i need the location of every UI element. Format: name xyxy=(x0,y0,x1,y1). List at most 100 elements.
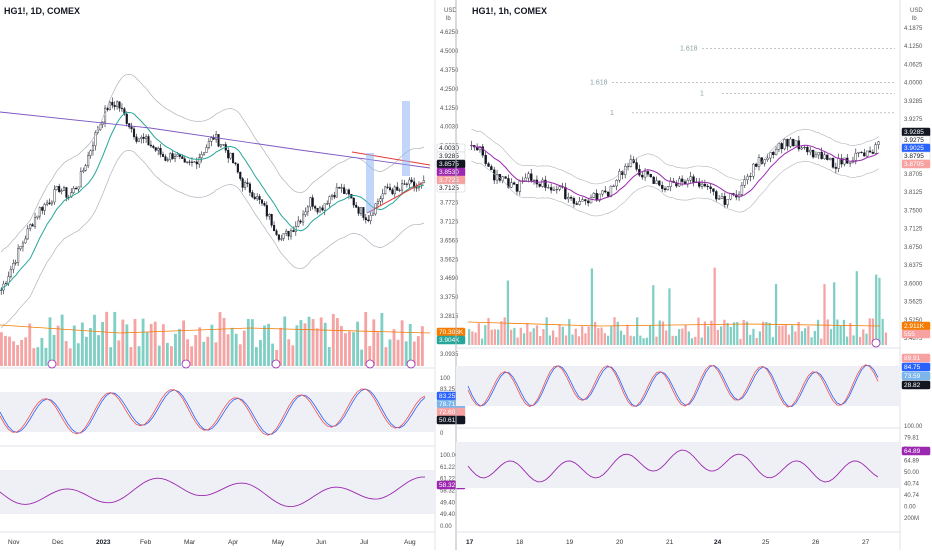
right-candle-body-74 xyxy=(680,178,684,182)
right-candle-body-6 xyxy=(487,163,490,167)
left-candle-body-53 xyxy=(128,123,131,128)
left-stoch-tag-label-0: 83.25 xyxy=(439,393,456,400)
left-candle-body-120 xyxy=(289,230,293,237)
left-candle-body-132 xyxy=(318,207,322,213)
left-candle-body-96 xyxy=(231,152,235,164)
left-candle-body-20 xyxy=(48,202,51,205)
left-candle-body-100 xyxy=(241,178,244,188)
right-volume-bar-28 xyxy=(558,324,561,345)
right-candle-body-140 xyxy=(868,150,872,153)
right-candle-body-118 xyxy=(806,146,809,153)
left-candle-body-25 xyxy=(60,190,63,192)
right-volume-bar-113 xyxy=(833,282,836,345)
right-candle-body-58 xyxy=(635,162,638,170)
right-candle-body-111 xyxy=(786,139,789,147)
right-candle-body-5 xyxy=(484,155,487,164)
right-price-tick-16: 3.5250 xyxy=(904,318,923,324)
right-volume-bar-9 xyxy=(497,329,500,345)
right-candle-body-126 xyxy=(828,157,832,160)
right-candle-body-135 xyxy=(854,152,857,161)
right-candle-body-99 xyxy=(752,163,755,177)
left-candle-body-71 xyxy=(171,153,174,159)
right-volume-bars xyxy=(467,267,888,348)
right-volume-bar-21 xyxy=(535,325,539,345)
left-candle-body-21 xyxy=(50,201,53,205)
right-price-tick-4: 3.9285 xyxy=(904,99,923,105)
left-volume-bar-27 xyxy=(109,347,113,366)
left-candle-body-139 xyxy=(335,187,338,198)
left-rsi-band xyxy=(0,470,435,514)
right-price-tick-3: 4.0000 xyxy=(904,81,923,87)
left-volume-bar-97 xyxy=(392,329,396,366)
left-volume-bar-75 xyxy=(303,323,307,366)
right-volume-bar-96 xyxy=(778,325,781,345)
right-volume-bar-55 xyxy=(645,337,648,345)
left-candle-body-85 xyxy=(205,147,208,153)
left-candle-body-17 xyxy=(41,207,44,211)
left-volume-bar-63 xyxy=(255,347,258,366)
right-chart-pane[interactable]: HG1!, 1h, COMEX USD lb 1.618 1.618 1 1 4.18… xyxy=(455,0,931,550)
left-candle-body-10 xyxy=(24,238,27,244)
left-candle-body-11 xyxy=(26,228,29,240)
left-candle-body-104 xyxy=(251,192,254,198)
right-candle-body-95 xyxy=(740,185,744,195)
left-candle-body-105 xyxy=(253,196,256,200)
left-time-axis[interactable]: Nov Dec 2023 Feb Mar Apr May Jun Jul Aug xyxy=(8,539,416,546)
right-volume-bar-83 xyxy=(736,322,739,345)
left-candle-body-49 xyxy=(118,101,121,109)
right-rsi-tick-7: 0.00 xyxy=(904,505,916,511)
right-candle-body-89 xyxy=(723,196,727,205)
right-x-tick-3: 20 xyxy=(616,539,624,546)
right-candle-body-40 xyxy=(584,199,587,202)
right-volume-bar-25 xyxy=(548,335,552,345)
right-candle-body-76 xyxy=(686,180,690,184)
left-candle-body-106 xyxy=(256,196,259,200)
right-candle-body-64 xyxy=(652,176,655,184)
left-candle-body-137 xyxy=(330,194,334,197)
left-price-tick-2: 4.3750 xyxy=(440,68,459,74)
left-volume-bar-72 xyxy=(291,345,295,366)
left-candle-body-90 xyxy=(217,134,220,147)
right-rsi-tick-3: 64.89 xyxy=(904,459,920,465)
left-volume-bar-73 xyxy=(295,325,299,366)
right-price-tick-10: 3.7500 xyxy=(904,208,923,214)
right-volume-bar-26 xyxy=(552,330,555,345)
left-candle-body-172 xyxy=(415,187,418,189)
left-volume-bar-42 xyxy=(170,346,173,366)
left-price-tag-label-0: 4.0030 xyxy=(439,145,459,152)
right-volume-bar-42 xyxy=(603,333,606,345)
left-volume-bar-100 xyxy=(404,341,408,366)
left-volume-bar-21 xyxy=(85,336,88,366)
left-candle-body-118 xyxy=(285,230,288,234)
right-candle-body-44 xyxy=(595,193,598,201)
right-volume-bar-8 xyxy=(493,329,497,345)
right-candle-body-136 xyxy=(857,151,860,154)
right-candle-body-133 xyxy=(848,162,852,164)
left-candle-body-45 xyxy=(108,101,111,110)
right-candle-body-19 xyxy=(524,177,527,181)
left-candle-body-14 xyxy=(33,217,37,227)
right-candle-body-69 xyxy=(666,186,670,191)
left-candle-body-56 xyxy=(135,136,138,142)
right-time-axis[interactable]: 17 18 19 20 21 24 25 26 27 xyxy=(466,539,870,546)
left-stoch-d xyxy=(0,388,426,436)
right-volume-bar-87 xyxy=(749,334,752,345)
right-stoch-tag-label-1: 84.75 xyxy=(904,364,921,371)
right-candle-body-138 xyxy=(863,152,866,157)
right-x-tick-4: 21 xyxy=(666,539,674,546)
left-price-tag-bg-5 xyxy=(436,183,466,193)
left-volume-bar-103 xyxy=(416,336,420,366)
right-candle-body-43 xyxy=(592,193,596,198)
left-volume-bar-49 xyxy=(198,327,202,366)
left-candle-body-166 xyxy=(401,183,404,191)
left-volume-bar-91 xyxy=(368,346,372,366)
right-candle-body-24 xyxy=(538,183,541,187)
left-candle-body-82 xyxy=(198,157,201,165)
left-candle-body-32 xyxy=(77,186,80,190)
right-volume-bar-124 xyxy=(868,318,871,345)
right-candle-body-110 xyxy=(783,139,786,150)
left-candle-body-107 xyxy=(258,196,261,200)
right-price-tick-0: 4.1875 xyxy=(904,26,923,32)
left-chart-pane[interactable]: HG1!, 1D, COMEX USD lb 4.6250 4.5000 4.375… xyxy=(0,0,466,550)
left-candle-body-54 xyxy=(130,126,133,130)
